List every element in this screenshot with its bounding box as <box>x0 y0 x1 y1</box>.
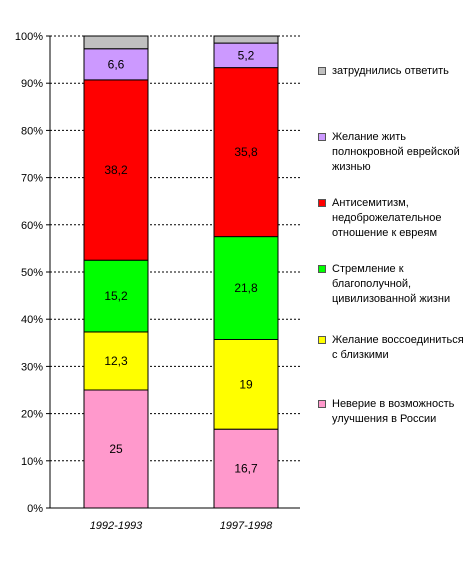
legend-swatch <box>318 133 326 141</box>
legend-label-line: Желание жить <box>332 131 406 143</box>
y-tick-label: 30% <box>21 361 43 373</box>
bar-segment <box>213 42 279 69</box>
data-label: 38,2 <box>104 163 128 177</box>
legend-label-line: с близкими <box>332 349 389 361</box>
y-tick-label: 60% <box>21 220 43 232</box>
legend-label: Неверие в возможность улучшения в России <box>332 397 470 427</box>
bar-segment <box>83 259 149 333</box>
y-tick-label: 10% <box>21 456 43 468</box>
legend-label: Желание воссоединиться с близкими <box>332 333 470 363</box>
legend-label-line: Антисемитизм, <box>332 197 409 209</box>
legend-label-line: жизнью <box>332 161 371 173</box>
legend-swatch <box>318 67 326 75</box>
legend-label-line: улучшения в России <box>332 413 437 425</box>
bar-segment <box>83 331 149 391</box>
legend-label-line: благополучной, <box>332 278 412 290</box>
data-label: 6,6 <box>108 57 125 71</box>
legend-swatch <box>318 199 326 207</box>
bar-segment <box>83 35 149 50</box>
bar-segment <box>213 236 279 340</box>
legend-label-line: отношение к евреям <box>332 227 438 239</box>
y-tick-label: 70% <box>21 173 43 185</box>
y-tick-label: 90% <box>21 78 43 90</box>
y-axis: 0% 10% 20% 30% 40% 50% 60% 70% 80% 90% 100% <box>15 31 300 515</box>
legend-swatch <box>318 265 326 273</box>
bars <box>83 35 279 509</box>
bar-segment <box>83 79 149 261</box>
bar-segment <box>213 428 279 509</box>
y-tick-label: 0% <box>27 503 43 515</box>
bar-segment <box>83 389 149 509</box>
legend-label-line: Стремление к <box>332 263 404 275</box>
x-axis-labels: 1992-1993 1997-1998 <box>90 520 273 532</box>
data-label: 19 <box>239 377 253 391</box>
legend-label: Антисемитизм, недоброжелательное отношение… <box>332 196 470 241</box>
data-label: 12,3 <box>104 354 128 368</box>
data-labels: 25 12,3 15,2 38,2 6,6 16,7 19 21,8 35,8 5,2 <box>104 48 258 475</box>
legend-label-line: цивилизованной жизни <box>332 293 451 305</box>
data-label: 16,7 <box>234 462 258 476</box>
y-tick-label: 80% <box>21 125 43 137</box>
category-label: 1997-1998 <box>220 520 273 532</box>
legend-label-line: Желание воссоединиться <box>332 334 464 346</box>
legend-swatch <box>318 400 326 408</box>
data-label: 15,2 <box>104 289 128 303</box>
bar-segment <box>213 35 279 44</box>
y-tick-label: 40% <box>21 314 43 326</box>
legend-label-line: недоброжелательное <box>332 212 442 224</box>
category-label: 1992-1993 <box>90 520 143 532</box>
legend-label-line: Неверие в возможность <box>332 398 455 410</box>
bar-segment <box>213 338 279 430</box>
data-label: 25 <box>109 442 123 456</box>
legend-label: затруднились ответить <box>332 64 470 79</box>
y-tick-label: 50% <box>21 267 43 279</box>
data-label: 35,8 <box>234 145 258 159</box>
data-label: 5,2 <box>238 48 255 62</box>
legend-label: Стремление к благополучной, цивилизованной… <box>332 262 470 307</box>
y-tick-label: 20% <box>21 409 43 421</box>
data-label: 21,8 <box>234 281 258 295</box>
legend-label-line: полнокровной еврейской <box>332 146 460 158</box>
legend-label: Желание жить полнокровной еврейской жизнью <box>332 130 470 175</box>
bar-segment <box>213 67 279 238</box>
bar-segment <box>83 48 149 81</box>
legend-label-line: затруднились ответить <box>332 65 449 77</box>
legend-swatch <box>318 336 326 344</box>
y-tick-label: 100% <box>15 31 43 43</box>
